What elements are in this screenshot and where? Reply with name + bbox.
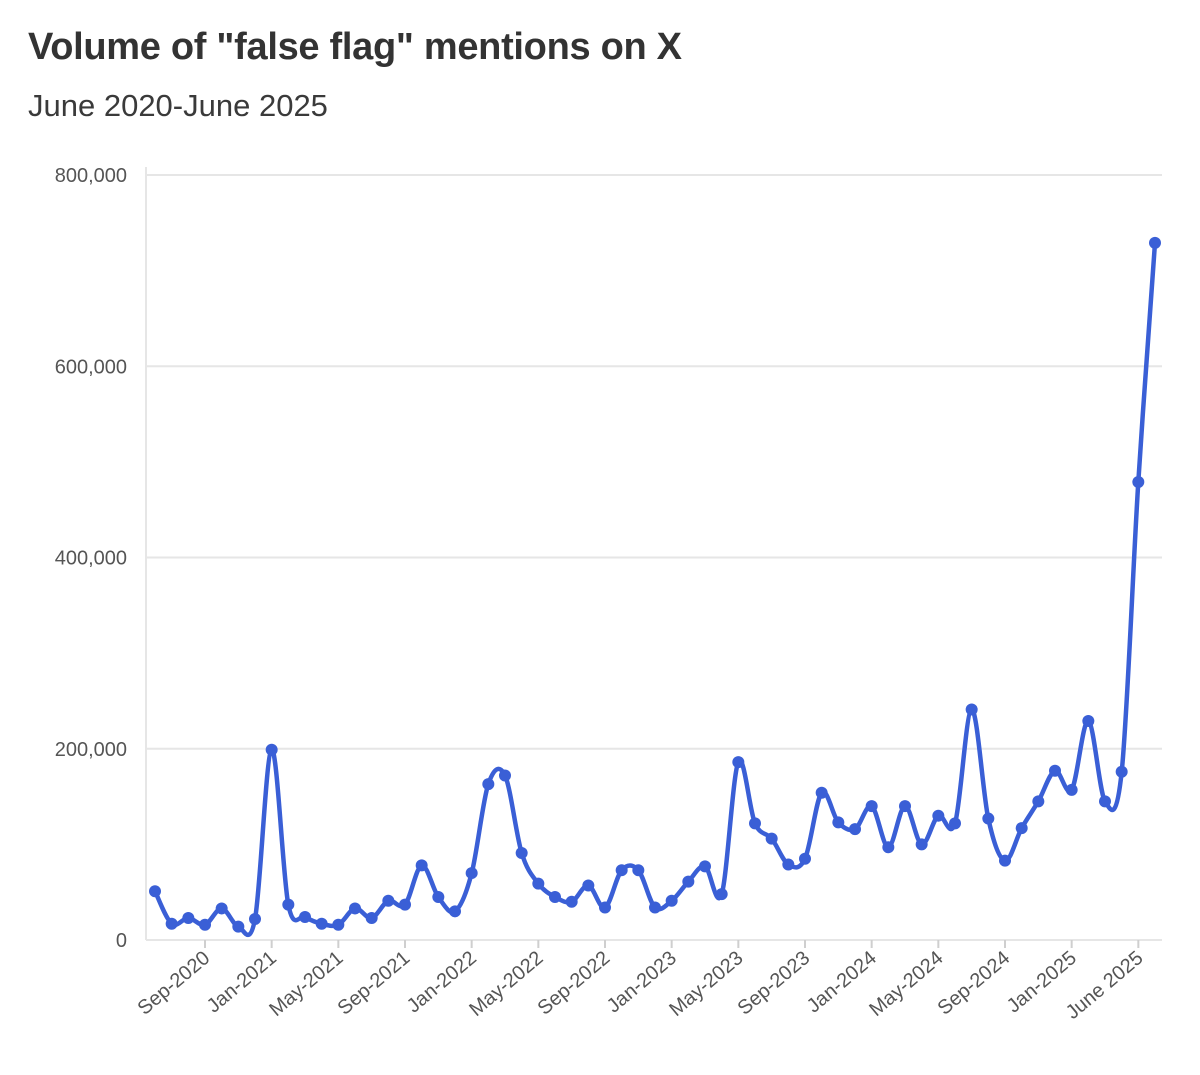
data-point [632, 864, 645, 877]
data-point [1132, 475, 1145, 488]
data-point [1015, 822, 1028, 835]
x-tick-label: Sep-2022 [534, 947, 615, 1020]
data-point [365, 912, 378, 925]
data-point [649, 901, 661, 914]
data-point [1082, 715, 1095, 728]
data-point [715, 888, 728, 901]
data-point [1149, 236, 1161, 249]
data-point [565, 895, 578, 908]
data-point [782, 858, 795, 871]
data-point [549, 890, 561, 903]
x-tick-label: Sep-2024 [934, 947, 1015, 1020]
x-axis-ticks: Sep-2020Jan-2021May-2021Sep-2021Jan-2022… [134, 947, 1148, 1024]
data-point [915, 838, 928, 851]
data-point [1099, 795, 1111, 808]
series-group [149, 236, 1161, 938]
data-point [249, 912, 261, 925]
data-point [232, 920, 245, 933]
data-point [732, 756, 745, 769]
data-point [765, 832, 778, 845]
data-point [165, 917, 178, 930]
data-point [315, 917, 328, 930]
data-point [382, 894, 395, 907]
data-point [865, 800, 878, 813]
data-point [399, 898, 411, 911]
data-point [1065, 783, 1078, 796]
data-point [799, 852, 811, 865]
chart-title: Volume of "false flag" mentions on X [28, 26, 682, 68]
data-point [1049, 764, 1061, 777]
data-point [615, 864, 628, 877]
chart-subtitle: June 2020-June 2025 [28, 88, 328, 123]
data-point [215, 902, 228, 915]
data-point [982, 812, 995, 825]
data-point [832, 816, 845, 829]
x-tick-label: May-2024 [865, 947, 947, 1021]
data-point [332, 918, 345, 931]
data-point [449, 905, 461, 918]
data-point [699, 860, 711, 873]
data-point [199, 918, 211, 931]
data-point [1115, 765, 1128, 778]
x-tick-label: May-2023 [665, 947, 747, 1021]
data-point [182, 912, 195, 925]
data-point [965, 703, 978, 716]
x-tick-label: May-2021 [265, 947, 347, 1021]
data-point [899, 800, 911, 813]
data-point [432, 890, 445, 903]
data-point [749, 817, 761, 830]
data-point [682, 875, 695, 888]
data-point [299, 911, 311, 924]
x-tick-label: Sep-2023 [734, 947, 815, 1020]
y-tick-label: 600,000 [55, 356, 127, 378]
y-tick-label: 0 [116, 930, 127, 952]
data-point [665, 894, 678, 907]
y-tick-label: 400,000 [55, 548, 127, 570]
data-point [932, 809, 945, 822]
y-axis-ticks: 800,000 600,000 400,000 200,000 0 [55, 165, 127, 952]
gridlines [145, 167, 1162, 948]
data-point [949, 817, 961, 830]
x-tick-label: Sep-2020 [134, 947, 215, 1020]
data-point [482, 778, 495, 791]
data-point [849, 823, 861, 836]
data-point [1032, 795, 1045, 808]
y-tick-label: 800,000 [55, 165, 127, 187]
data-point [282, 898, 295, 911]
x-tick-label: May-2022 [465, 947, 547, 1021]
data-point [465, 867, 478, 880]
y-tick-label: 200,000 [55, 739, 127, 761]
x-tick-label: Sep-2021 [334, 947, 415, 1020]
data-point [815, 786, 828, 799]
data-point [149, 885, 161, 898]
data-point [499, 769, 511, 782]
data-point [349, 902, 361, 915]
data-point [999, 854, 1011, 867]
data-point [582, 879, 595, 892]
data-point [599, 901, 611, 914]
data-point [882, 841, 895, 854]
data-point [265, 743, 278, 756]
data-point [515, 846, 528, 859]
series-line [152, 240, 1158, 938]
data-point [415, 859, 428, 872]
data-point [532, 877, 545, 890]
